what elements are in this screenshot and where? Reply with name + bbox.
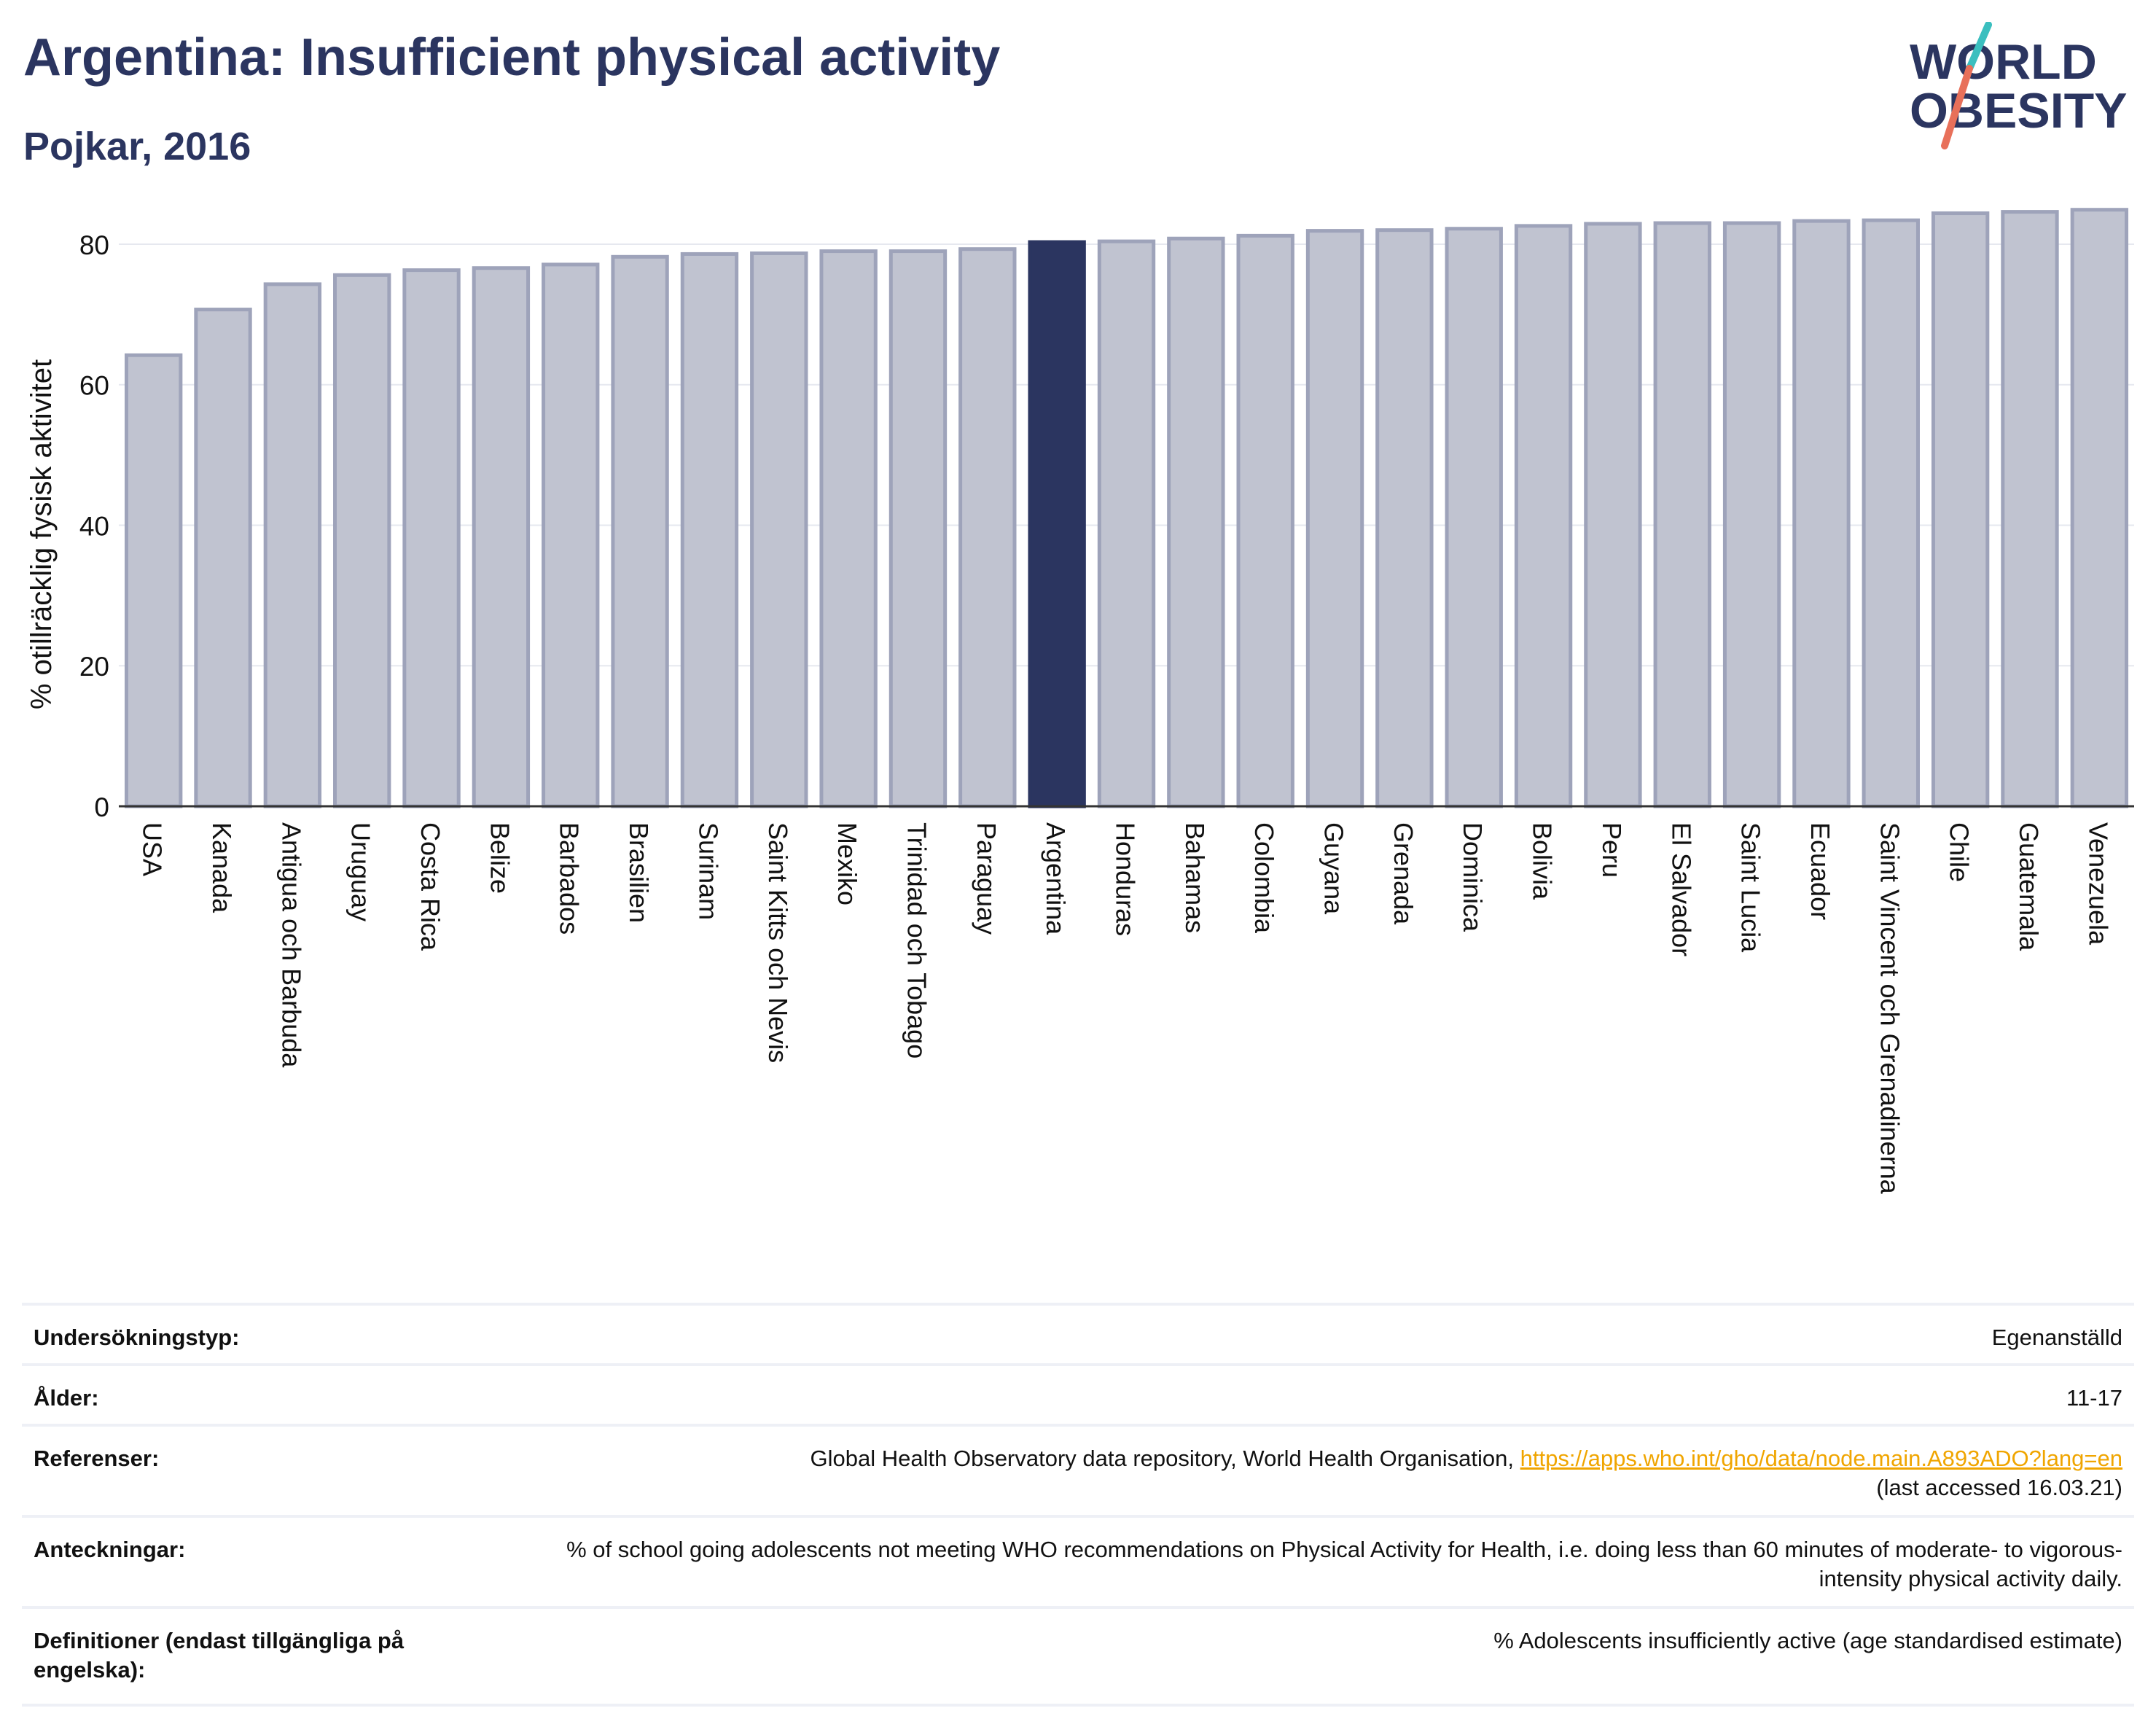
info-row-survey-type: Undersökningstyp: Egenanställd	[22, 1306, 2134, 1366]
x-tick-label: Bahamas	[1180, 822, 1210, 933]
bar-kanada[interactable]	[194, 308, 252, 808]
x-tick-label: Guyana	[1319, 822, 1349, 915]
bar-bolivia[interactable]	[1514, 224, 1573, 808]
info-row-references: Referenser: Global Health Observatory da…	[22, 1427, 2134, 1518]
logo-slash-teal	[1966, 22, 1992, 72]
x-tick-label: Honduras	[1111, 822, 1141, 936]
references-accessed: (last accessed 16.03.21)	[1876, 1475, 2122, 1500]
x-tick-label: Trinidad och Tobago	[902, 822, 931, 1058]
logo-word-world: WORLD	[1910, 34, 2097, 90]
x-tick-labels: USA Kanada Antigua och Barbuda Uruguay Costa…	[138, 822, 2114, 1195]
bar-trinidad-och-tobago[interactable]	[888, 249, 948, 808]
bars	[124, 208, 2129, 808]
bar-paraguay[interactable]	[958, 247, 1017, 808]
x-tick-label: Mexiko	[832, 822, 862, 905]
x-tick-label: Ecuador	[1805, 822, 1835, 920]
x-tick-label: El Salvador	[1666, 822, 1696, 956]
x-tick-label: Costa Rica	[415, 822, 445, 951]
bar-saint-kitts-och-nevis[interactable]	[750, 251, 808, 808]
x-tick-label: USA	[138, 822, 168, 876]
bar-usa[interactable]	[124, 353, 183, 808]
bar-el-salvador[interactable]	[1653, 221, 1711, 808]
bar-peru[interactable]	[1584, 222, 1642, 808]
bar-dominica[interactable]	[1445, 227, 1503, 808]
bar-guatemala[interactable]	[2001, 210, 2059, 808]
x-tick-label: Brasilien	[624, 822, 654, 923]
x-tick-label: Dominica	[1458, 822, 1488, 932]
references-value: Global Health Observatory data repositor…	[500, 1444, 2122, 1502]
x-tick-label: Peru	[1597, 822, 1627, 878]
references-label: Referenser:	[34, 1446, 160, 1471]
y-tick-label: 0	[94, 792, 109, 822]
chart-subtitle: Pojkar, 2016	[23, 125, 251, 168]
x-tick-label: Barbados	[555, 822, 585, 935]
x-tick-label: Guatemala	[2014, 822, 2044, 951]
bar-mexiko[interactable]	[819, 249, 878, 808]
bar-antigua-och-barbuda[interactable]	[263, 282, 322, 808]
bar-honduras[interactable]	[1097, 239, 1156, 808]
info-row-age: Ålder: 11-17	[22, 1366, 2134, 1427]
x-tick-label: Venezuela	[2083, 822, 2113, 946]
x-tick-label: Surinam	[693, 822, 723, 920]
x-tick-label: Antigua och Barbuda	[276, 822, 306, 1068]
references-text: Global Health Observatory data repositor…	[810, 1446, 1520, 1471]
age-value: 11-17	[2066, 1385, 2122, 1411]
x-tick-label: Paraguay	[972, 822, 1001, 935]
bar-grenada[interactable]	[1375, 228, 1434, 808]
x-tick-label: Kanada	[207, 822, 237, 913]
notes-label: Anteckningar:	[34, 1537, 186, 1562]
bar-chile[interactable]	[1931, 211, 1990, 808]
references-link[interactable]: https://apps.who.int/gho/data/node.main.…	[1520, 1446, 2122, 1471]
x-tick-label: Bolivia	[1528, 822, 1558, 900]
bar-saint-vincent-och-grenadinerna[interactable]	[1862, 218, 1920, 808]
survey-type-label: Undersökningstyp:	[34, 1325, 240, 1350]
bar-colombia[interactable]	[1236, 233, 1294, 808]
bar-chart: 0 20 40 60 80 USA Kanada Antigua och Barbuda Ur…	[26, 208, 2134, 1195]
x-tick-label: Saint Vincent och Grenadinerna	[1875, 822, 1905, 1195]
logo-slash-orange	[1941, 65, 1973, 149]
bar-venezuela[interactable]	[2070, 208, 2129, 808]
bar-barbados[interactable]	[542, 262, 600, 808]
y-tick-labels: 0 20 40 60 80	[79, 230, 109, 822]
x-tick-label: Argentina	[1041, 822, 1071, 935]
survey-type-value: Egenanställd	[1991, 1325, 2122, 1350]
x-tick-label: Grenada	[1388, 822, 1418, 925]
definitions-value: % Adolescents insufficiently active (age…	[1493, 1628, 2122, 1653]
x-tick-label: Saint Kitts och Nevis	[763, 822, 793, 1063]
bar-ecuador[interactable]	[1792, 219, 1851, 808]
bar-saint-lucia[interactable]	[1722, 221, 1781, 808]
bar-argentina[interactable]	[1028, 240, 1086, 808]
x-tick-label: Belize	[485, 822, 515, 894]
logo-word-obesity: OBESITY	[1910, 83, 2128, 139]
info-table: Undersökningstyp: Egenanställd Ålder: 11…	[22, 1303, 2134, 1707]
info-row-notes: Anteckningar: % of school going adolesce…	[22, 1518, 2134, 1609]
y-axis-label: % otillräcklig fysisk aktivitet	[26, 359, 58, 709]
bar-guyana[interactable]	[1305, 229, 1364, 808]
x-tick-label: Colombia	[1249, 822, 1279, 934]
x-tick-label: Chile	[1945, 822, 1975, 882]
world-obesity-logo: WORLD OBESITY	[1910, 22, 2128, 149]
y-tick-label: 80	[79, 230, 109, 260]
bar-bahamas[interactable]	[1167, 236, 1225, 808]
bar-belize[interactable]	[472, 266, 531, 808]
bar-surinam[interactable]	[680, 252, 739, 808]
bar-costa-rica[interactable]	[402, 268, 461, 808]
y-tick-label: 20	[79, 652, 109, 682]
x-tick-label: Saint Lucia	[1736, 822, 1766, 953]
chart-title: Argentina: Insufficient physical activit…	[23, 28, 1001, 87]
age-label: Ålder:	[34, 1385, 99, 1411]
x-tick-label: Uruguay	[346, 822, 376, 921]
y-tick-label: 60	[79, 371, 109, 401]
y-tick-label: 40	[79, 511, 109, 541]
notes-value: % of school going adolescents not meetin…	[566, 1537, 2122, 1591]
bar-uruguay[interactable]	[333, 273, 391, 808]
info-row-definitions: Definitioner (endast tillgängliga på eng…	[22, 1609, 2134, 1707]
bar-brasilien[interactable]	[611, 254, 669, 808]
definitions-label: Definitioner (endast tillgängliga på eng…	[34, 1628, 405, 1683]
